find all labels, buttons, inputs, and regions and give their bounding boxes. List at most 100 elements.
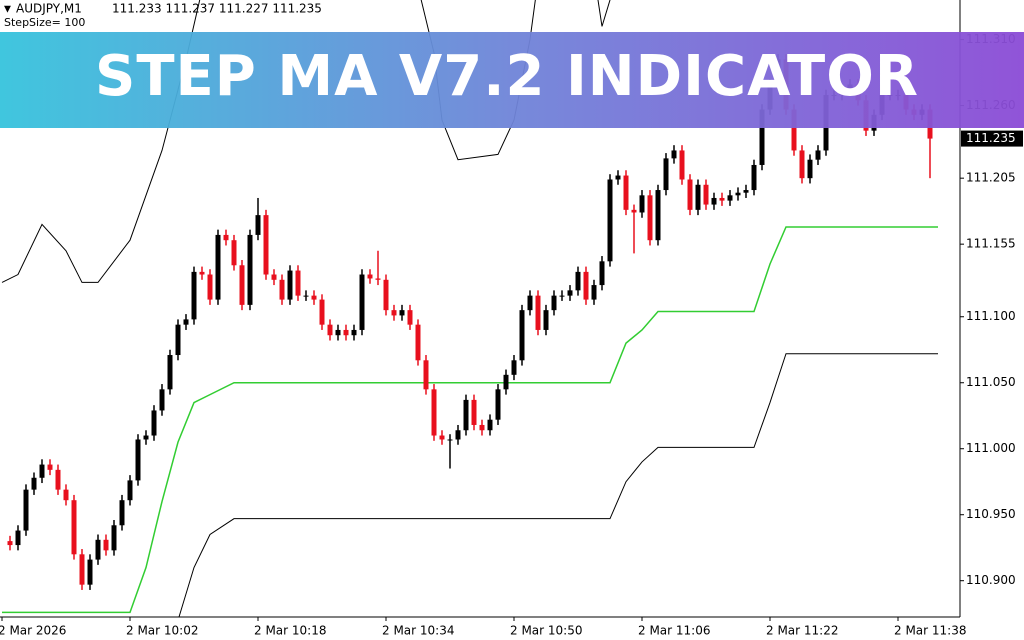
candle-body <box>319 299 325 325</box>
candle-body <box>439 435 445 440</box>
y-tick-label: 111.000 <box>966 441 1016 455</box>
candle-body <box>199 271 205 275</box>
candle-body <box>575 271 581 291</box>
candle-body <box>511 360 517 375</box>
candle-body <box>551 295 557 311</box>
candle-body <box>135 439 141 481</box>
candle-body <box>215 234 221 300</box>
candle-body <box>183 319 189 325</box>
y-tick-label: 111.155 <box>966 237 1016 251</box>
candle-body <box>471 399 477 425</box>
candle-body <box>55 469 61 490</box>
indicator-line <box>2 226 938 614</box>
candle-body <box>503 374 509 390</box>
candle-body <box>711 197 717 205</box>
candle-body <box>95 539 101 560</box>
x-tick-label: 2 Mar 11:06 <box>638 624 711 638</box>
candle-body <box>279 279 285 300</box>
candle-body <box>791 109 797 151</box>
x-tick-label: 2 Mar 10:50 <box>510 624 583 638</box>
candle-body <box>663 158 669 191</box>
candle-body <box>383 279 389 311</box>
candle-body <box>431 389 437 436</box>
candle-body <box>631 209 637 213</box>
candle-body <box>679 150 685 180</box>
candle-body <box>519 310 525 361</box>
x-tick-label: 2 Mar 10:02 <box>126 624 199 638</box>
menu-arrow: ▼ <box>4 5 11 15</box>
y-tick-label: 111.205 <box>966 171 1016 185</box>
indicator-line <box>178 353 938 617</box>
candle-body <box>807 159 813 179</box>
candle-body <box>47 464 53 470</box>
parameter: StepSize= 100 <box>4 16 85 29</box>
symbol: AUDJPY,M1 <box>16 2 82 16</box>
candle-body <box>687 179 693 210</box>
candle-body <box>175 324 181 356</box>
candle-body <box>39 464 45 478</box>
candle-body <box>303 295 309 297</box>
price-label: 111.235 <box>966 131 1016 145</box>
candle-body <box>327 324 333 336</box>
x-tick-label: 2 Mar 10:18 <box>254 624 327 638</box>
candle-body <box>695 184 701 210</box>
candle-body <box>247 234 253 305</box>
candle-body <box>231 240 237 266</box>
price-box <box>961 130 1023 147</box>
candle-body <box>455 430 461 440</box>
candle-body <box>335 329 341 336</box>
candle-body <box>759 109 765 165</box>
candle-body <box>703 184 709 205</box>
candle-body <box>87 559 93 585</box>
candle-body <box>607 179 613 262</box>
candle-body <box>207 274 213 300</box>
candle-body <box>447 439 453 441</box>
candle-body <box>735 192 741 196</box>
candle-body <box>295 270 301 296</box>
candle-body <box>255 215 261 235</box>
candle-body <box>719 197 725 201</box>
candle-body <box>527 295 533 311</box>
candle-body <box>647 195 653 241</box>
candle-body <box>615 175 621 180</box>
candle-body <box>311 295 317 300</box>
candle-body <box>119 500 125 526</box>
candle-body <box>535 295 541 330</box>
candle-body <box>239 265 245 305</box>
candle-body <box>23 489 29 531</box>
candle-body <box>591 285 597 300</box>
candle-body <box>159 389 165 411</box>
candle-body <box>71 500 77 555</box>
candle-body <box>799 150 805 179</box>
candle-body <box>407 310 413 325</box>
candle-body <box>623 175 629 210</box>
candle-body <box>559 295 565 297</box>
y-tick-label: 111.100 <box>966 309 1016 323</box>
candle-body <box>479 424 485 431</box>
candle-body <box>415 324 421 361</box>
y-tick-label: 111.050 <box>966 375 1016 389</box>
candle-body <box>127 480 133 501</box>
candle-body <box>351 329 357 336</box>
candle-body <box>143 435 149 440</box>
candle-body <box>271 274 277 280</box>
candle-body <box>487 419 493 431</box>
candle-body <box>375 278 381 280</box>
candle-body <box>31 477 37 490</box>
quote: 111.233 111.237 111.227 111.235 <box>112 2 322 16</box>
candle-body <box>727 195 733 201</box>
candle-body <box>111 525 117 551</box>
candle-body <box>583 271 589 300</box>
y-tick-label: 110.950 <box>966 507 1016 521</box>
candle-body <box>463 399 469 431</box>
candle-body <box>263 215 269 275</box>
banner <box>0 32 1024 128</box>
candle-body <box>815 150 821 160</box>
candle-body <box>399 310 405 316</box>
candle-body <box>191 271 197 320</box>
candle-body <box>167 355 173 390</box>
candle-body <box>151 410 157 436</box>
candle-body <box>343 329 349 336</box>
candle-body <box>567 290 573 296</box>
